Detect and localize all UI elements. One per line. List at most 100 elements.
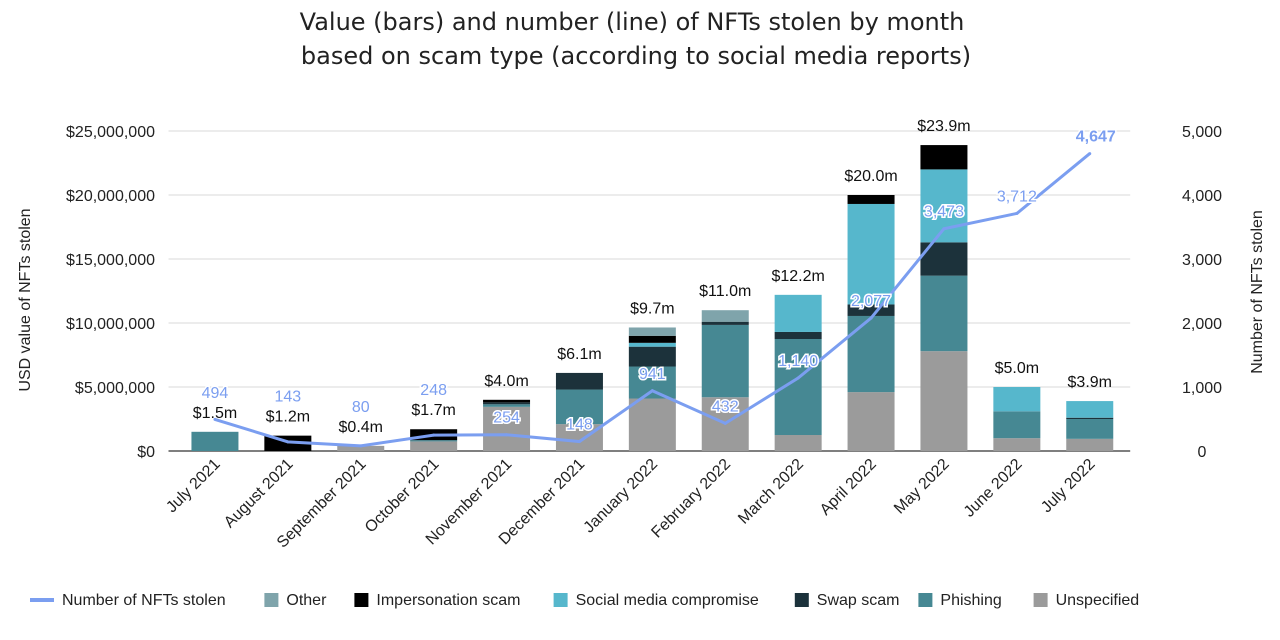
legend-label: Social media compromise	[576, 592, 759, 609]
bar-total-label: $5.0m	[995, 360, 1039, 377]
line-data-label: 143	[274, 389, 301, 406]
bar-total-label: $12.2m	[771, 268, 824, 285]
line-data-label: 432	[712, 398, 739, 415]
y-tick-label: $20,000,000	[66, 188, 155, 205]
line-point	[432, 433, 436, 437]
legend-item: Other	[264, 592, 327, 609]
y-tick-label: $5,000,000	[75, 380, 155, 397]
bar-segment-phishing	[628, 366, 676, 399]
legend-label: Other	[286, 592, 327, 609]
y2-tick-label: 2,000	[1182, 316, 1222, 333]
legend-swatch	[553, 593, 568, 607]
line-point	[869, 316, 873, 320]
line-point	[942, 227, 946, 231]
bar-segment-impersonation-scam	[483, 399, 531, 403]
bar-segment-social-media-compromise	[993, 387, 1041, 412]
y-tick-label: $0	[137, 444, 155, 461]
line-point	[650, 389, 654, 393]
chart-title-line-1: Value (bars) and number (line) of NFTs s…	[300, 8, 965, 36]
legend-item: Phishing	[918, 592, 1002, 609]
bar-segment-phishing	[191, 431, 239, 451]
bar-segment-swap-scam	[483, 402, 531, 405]
bar-segment-unspecified	[993, 438, 1041, 451]
line-series	[213, 152, 1092, 448]
y-axis-label: USD value of NFTs stolen	[17, 208, 34, 391]
bar-total-label: $6.1m	[557, 346, 601, 363]
legend: Number of NFTs stolen Other Impersonation …	[30, 592, 1139, 609]
bar-segment-unspecified	[483, 406, 531, 451]
line-data-label: 4,647	[1076, 129, 1116, 146]
bar-segment-social-media-compromise	[1066, 401, 1114, 418]
y2-tick-label: 1,000	[1182, 380, 1222, 397]
legend-label: Unspecified	[1056, 592, 1140, 609]
line-data-label: 254	[493, 410, 520, 427]
bar-segment-social-media-compromise	[847, 203, 895, 305]
bar-segment-social-media-compromise	[628, 342, 676, 347]
bar-segment-unspecified	[337, 445, 385, 451]
y2-tick-label: 3,000	[1182, 252, 1222, 269]
bar-total-label: $1.5m	[193, 405, 237, 422]
bar-segment-unspecified	[628, 398, 676, 451]
legend-swatch	[354, 593, 369, 607]
bar-total-label: $23.9m	[917, 118, 970, 135]
legend-label: Swap scam	[817, 592, 900, 609]
bar-segment-phishing	[993, 411, 1041, 439]
y-tick-label: $25,000,000	[66, 124, 155, 141]
y2-axis-label: Number of NFTs stolen	[1249, 210, 1266, 374]
legend-swatch	[794, 593, 809, 607]
bars	[191, 145, 1114, 451]
bar-segment-social-media-compromise	[774, 294, 822, 332]
bar-segment-unspecified	[774, 435, 822, 451]
bar-total-label: $11.0m	[699, 283, 751, 300]
legend-swatch	[264, 593, 279, 607]
line-data-label: 941	[639, 366, 666, 383]
x-tick-label: April 2022	[817, 456, 880, 519]
bar-segment-phishing	[701, 324, 749, 398]
line-point	[723, 421, 727, 425]
x-tick-label: May 2022	[891, 456, 953, 518]
bar-segment-unspecified	[847, 392, 895, 451]
line-data-label: 2,077	[851, 293, 891, 310]
bar-segment-unspecified	[555, 424, 603, 451]
bar-segment-other	[628, 327, 676, 336]
bar-segment-phishing	[920, 275, 968, 352]
line-point	[577, 440, 581, 444]
bar-segment-impersonation-scam	[847, 195, 895, 204]
bar-segment-phishing	[847, 315, 895, 393]
bar-segment-unspecified	[410, 441, 458, 451]
bar-total-label: $3.9m	[1068, 374, 1112, 391]
x-tick-label: July 2021	[163, 456, 224, 517]
y2-tick-label: 0	[1198, 444, 1207, 461]
bar-segment-phishing	[410, 440, 458, 442]
bar-total-label: $4.0m	[484, 373, 528, 390]
y-tick-label: $10,000,000	[66, 316, 155, 333]
bar-segment-phishing	[1066, 419, 1114, 439]
bar-segment-phishing	[483, 404, 531, 407]
legend-item: Number of NFTs stolen	[30, 592, 226, 609]
bar-segment-swap-scam	[701, 321, 749, 325]
y2-tick-label: 5,000	[1182, 124, 1222, 141]
line-point	[505, 433, 509, 437]
line-data-label: 148	[566, 417, 593, 434]
legend-item: Unspecified	[1033, 592, 1140, 609]
x-tick-label: June 2022	[961, 456, 1026, 521]
x-tick-label: July 2022	[1038, 456, 1099, 517]
chart-title-line-2: based on scam type (according to social …	[301, 42, 971, 70]
x-tick-label: August 2021	[221, 456, 297, 532]
bar-total-label: $1.2m	[266, 409, 310, 426]
line-data-label: 248	[420, 382, 447, 399]
legend-swatch	[918, 593, 933, 607]
line-point	[213, 417, 217, 421]
grid: $0 0 $5,000,000 1,000 $10,000,000 2,000 $15,00…	[66, 124, 1222, 461]
bar-segment-swap-scam	[774, 331, 822, 339]
x-tick-label: October 2021	[362, 456, 443, 537]
line-point	[1088, 152, 1092, 156]
y2-tick-label: 4,000	[1182, 188, 1222, 205]
bar-total-label: $1.7m	[411, 402, 455, 419]
line-point	[1015, 211, 1019, 215]
legend-swatch	[1033, 593, 1048, 607]
bar-segment-swap-scam	[847, 304, 895, 316]
bar-total-label: $9.7m	[630, 300, 674, 317]
bar-segment-impersonation-scam	[628, 335, 676, 343]
